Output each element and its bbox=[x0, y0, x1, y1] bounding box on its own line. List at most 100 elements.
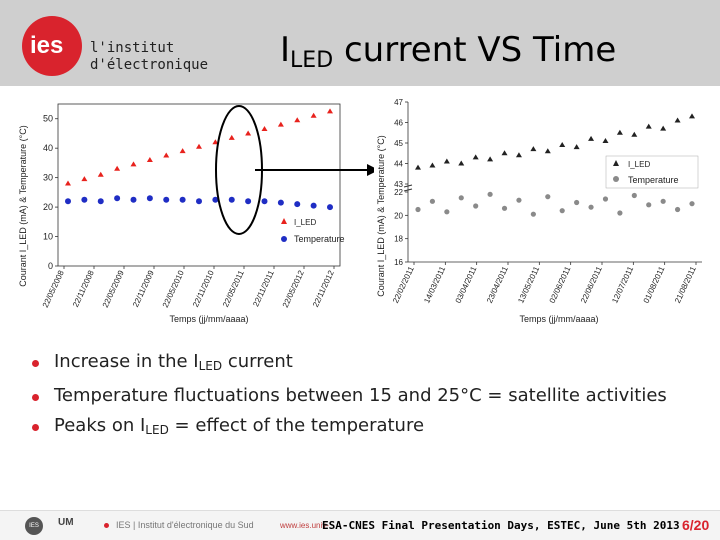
left-x-tick-label: 22/11/2008 bbox=[71, 269, 96, 309]
left-x-tick-label: 22/05/2009 bbox=[101, 269, 126, 310]
slide-footer: IES UM IES | Institut d'électronique du … bbox=[0, 510, 720, 540]
temperature-point bbox=[473, 203, 479, 209]
right-x-tick-label: 01/08/2011 bbox=[642, 265, 667, 305]
led-point bbox=[544, 148, 551, 154]
left-x-tick-label: 22/05/2008 bbox=[41, 269, 66, 310]
right-x-axis-label: Temps (jj/mm/aaaa) bbox=[519, 314, 598, 324]
ies-logo bbox=[22, 16, 82, 76]
left-y-tick-label: 10 bbox=[43, 232, 53, 242]
temperature-point bbox=[689, 201, 695, 207]
led-point bbox=[228, 134, 235, 140]
right-y-tick-label: 22 bbox=[394, 188, 403, 197]
led-point bbox=[196, 143, 202, 149]
led-point bbox=[97, 171, 104, 177]
led-point bbox=[327, 108, 333, 114]
left-x-tick-label: 22/11/2009 bbox=[131, 269, 156, 309]
right-y-tick-label: 47 bbox=[394, 98, 403, 107]
bullet-text: Increase in the I bbox=[54, 351, 199, 372]
temperature-point bbox=[674, 206, 681, 213]
temperature-point bbox=[501, 205, 508, 211]
left-x-tick-label: 22/11/2011 bbox=[251, 269, 276, 309]
footer-um-logo: UM bbox=[58, 517, 74, 528]
led-point bbox=[530, 146, 537, 152]
led-point bbox=[114, 165, 121, 171]
left-plot-frame bbox=[57, 103, 341, 267]
temperature-point bbox=[97, 198, 104, 205]
legend-led-label: I_LED bbox=[628, 160, 650, 169]
right-y-tick-label: 20 bbox=[394, 211, 403, 220]
right-y-tick-label: 46 bbox=[394, 119, 403, 128]
right-y-tick-label: 16 bbox=[394, 258, 403, 267]
footer-dot bbox=[104, 523, 109, 528]
institute-line2: d'électronique bbox=[90, 57, 209, 73]
led-point bbox=[163, 152, 170, 158]
temperature-point bbox=[212, 196, 219, 203]
led-point bbox=[310, 112, 317, 118]
title-sub: LED bbox=[290, 48, 334, 73]
bullet-list: Increase in the ILED current Temperature… bbox=[30, 350, 670, 448]
led-point bbox=[130, 161, 137, 167]
led-point bbox=[415, 164, 421, 170]
footer-ies-logo: IES bbox=[25, 517, 43, 535]
right-chart: 43 44 45 46 47 16 18 20 22 22/02/2011 14/03/2011 03… bbox=[374, 96, 708, 328]
right-y-tick-label: 18 bbox=[394, 235, 403, 244]
led-point bbox=[501, 150, 508, 156]
temperature-point bbox=[487, 191, 493, 197]
left-y-tick-label: 30 bbox=[43, 173, 53, 183]
right-x-tick-label: 22/02/2011 bbox=[391, 265, 416, 305]
led-point bbox=[559, 142, 566, 148]
led-point bbox=[458, 160, 465, 166]
temperature-point bbox=[545, 194, 551, 200]
bullet-item: Temperature fluctuations between 15 and … bbox=[30, 384, 670, 408]
temperature-point bbox=[631, 192, 637, 199]
ies-logo-text: ies bbox=[30, 32, 64, 59]
temperature-point bbox=[114, 195, 121, 202]
led-point bbox=[487, 156, 494, 162]
left-y-tick-label: 50 bbox=[43, 114, 53, 124]
title-rest: current VS Time bbox=[333, 30, 617, 70]
led-point bbox=[261, 126, 268, 132]
left-y-tick-label: 20 bbox=[43, 202, 53, 212]
slide-title: ILED current VS Time bbox=[280, 30, 616, 73]
temperature-point bbox=[559, 208, 565, 214]
bullet-text: = effect of the temperature bbox=[168, 415, 425, 436]
right-x-tick-label: 23/04/2011 bbox=[485, 265, 510, 305]
footer-url: www.ies.univ- bbox=[280, 521, 329, 530]
bullet-item: Increase in the ILED current bbox=[30, 350, 670, 378]
legend-temp-marker bbox=[613, 176, 619, 182]
led-point bbox=[277, 121, 284, 127]
legend-led-label: I_LED bbox=[294, 218, 316, 227]
temperature-point bbox=[530, 211, 536, 217]
temperature-point bbox=[574, 199, 580, 206]
right-y-axis-label: Courant I_LED (mA) & Temperature (°C) bbox=[376, 135, 386, 297]
right-x-tick-label: 21/08/2011 bbox=[673, 265, 698, 305]
legend-temp-marker bbox=[281, 236, 287, 242]
left-x-tick-label: 22/05/2011 bbox=[221, 269, 246, 309]
led-point bbox=[616, 129, 623, 135]
right-y-tick-label: 43 bbox=[394, 180, 403, 189]
bullet-sub: LED bbox=[198, 359, 223, 373]
left-y-tick-label: 0 bbox=[48, 261, 53, 271]
temperature-point bbox=[65, 198, 71, 205]
temperature-point bbox=[228, 196, 235, 203]
temperature-point bbox=[261, 198, 268, 205]
temperature-point bbox=[245, 198, 252, 205]
bullet-sub: LED bbox=[145, 423, 169, 437]
led-point bbox=[674, 117, 681, 123]
temperature-point bbox=[294, 201, 301, 208]
right-legend: I_LED Temperature bbox=[605, 155, 699, 189]
led-point bbox=[65, 180, 71, 186]
led-point bbox=[81, 176, 88, 182]
led-point bbox=[689, 113, 695, 119]
led-point bbox=[515, 152, 522, 158]
bullet-item: Peaks on ILED = effect of the temperatur… bbox=[30, 414, 670, 442]
legend-led-marker bbox=[281, 218, 287, 224]
title-main: I bbox=[280, 30, 291, 70]
temperature-point bbox=[646, 202, 652, 208]
connector-arrow bbox=[255, 164, 379, 176]
right-x-tick-label: 02/06/2011 bbox=[548, 265, 573, 305]
led-point bbox=[645, 123, 652, 129]
temperature-point bbox=[660, 198, 666, 204]
left-x-tick-label: 22/05/2010 bbox=[161, 269, 186, 310]
led-point bbox=[146, 156, 153, 162]
